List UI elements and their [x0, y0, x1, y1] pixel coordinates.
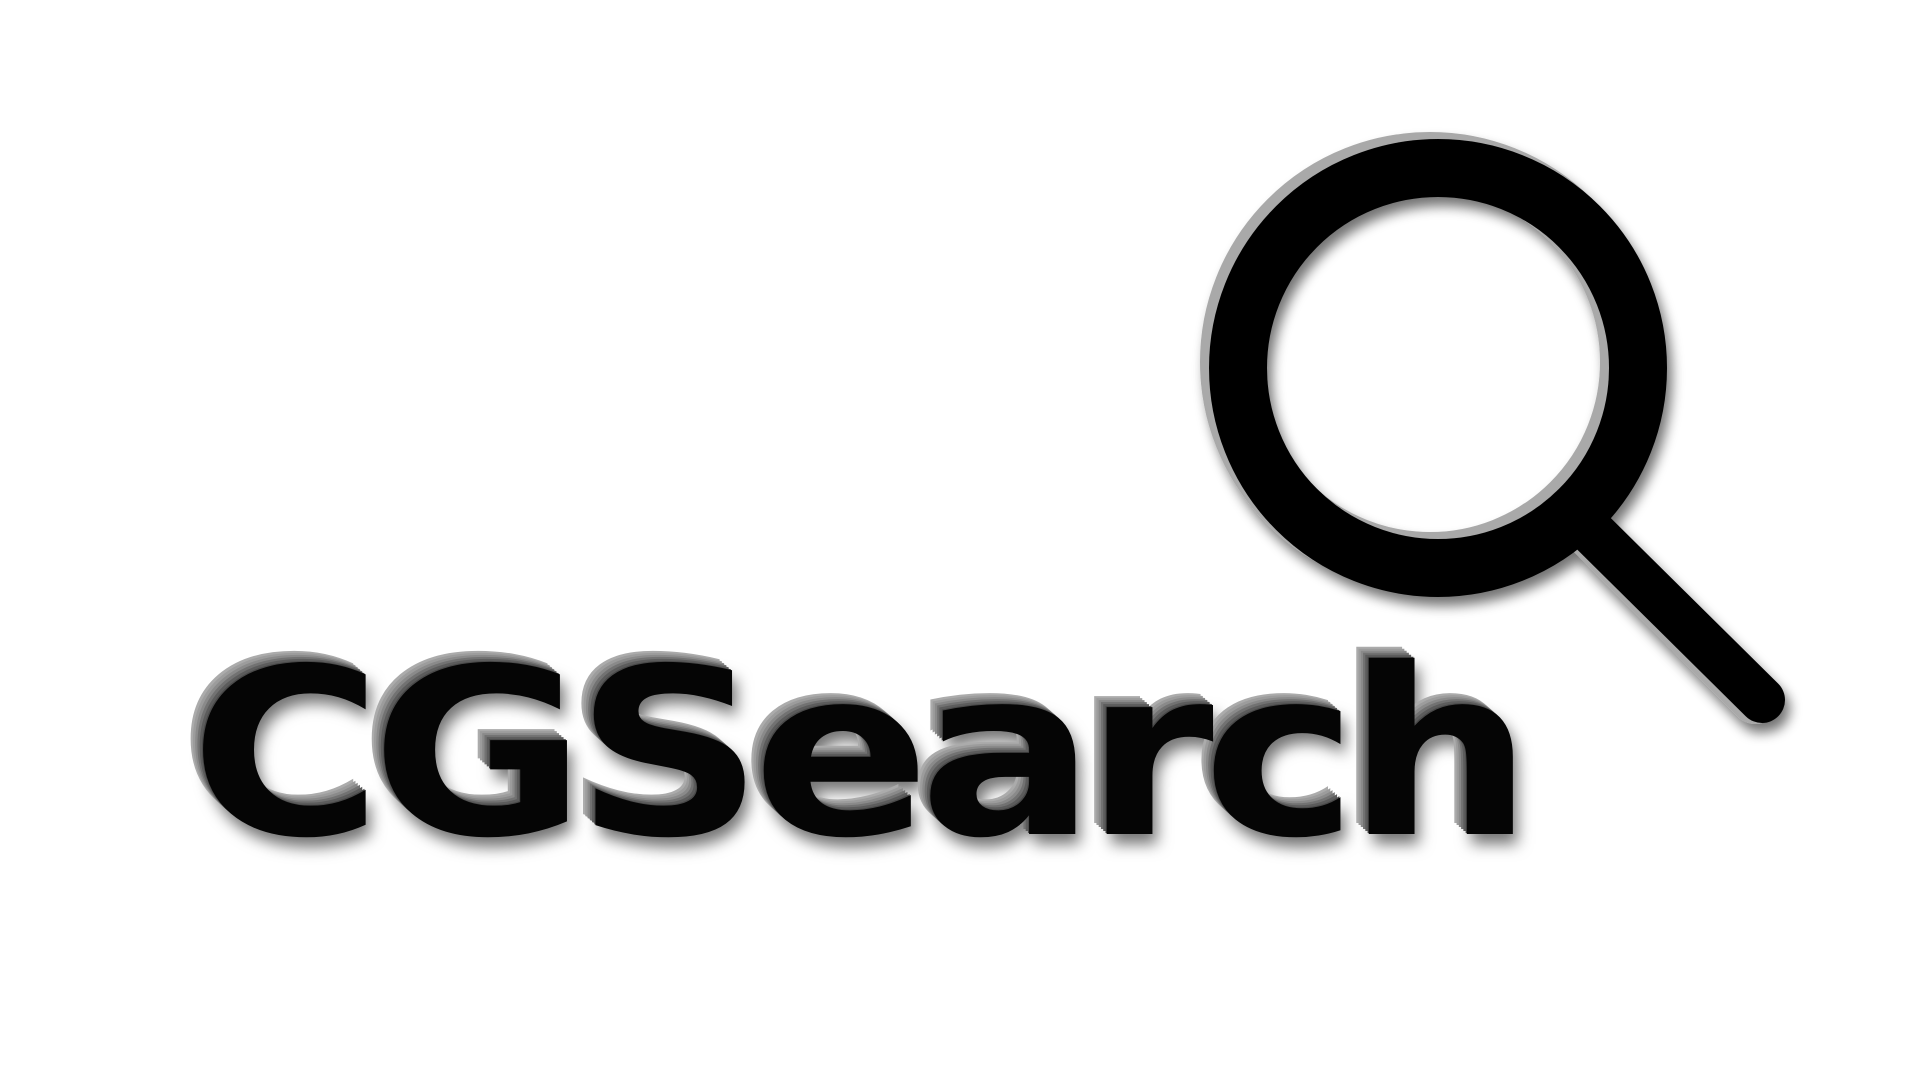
logo-wordmark: CGSearch — [190, 619, 1533, 889]
magnifying-glass-icon — [1200, 132, 1785, 724]
